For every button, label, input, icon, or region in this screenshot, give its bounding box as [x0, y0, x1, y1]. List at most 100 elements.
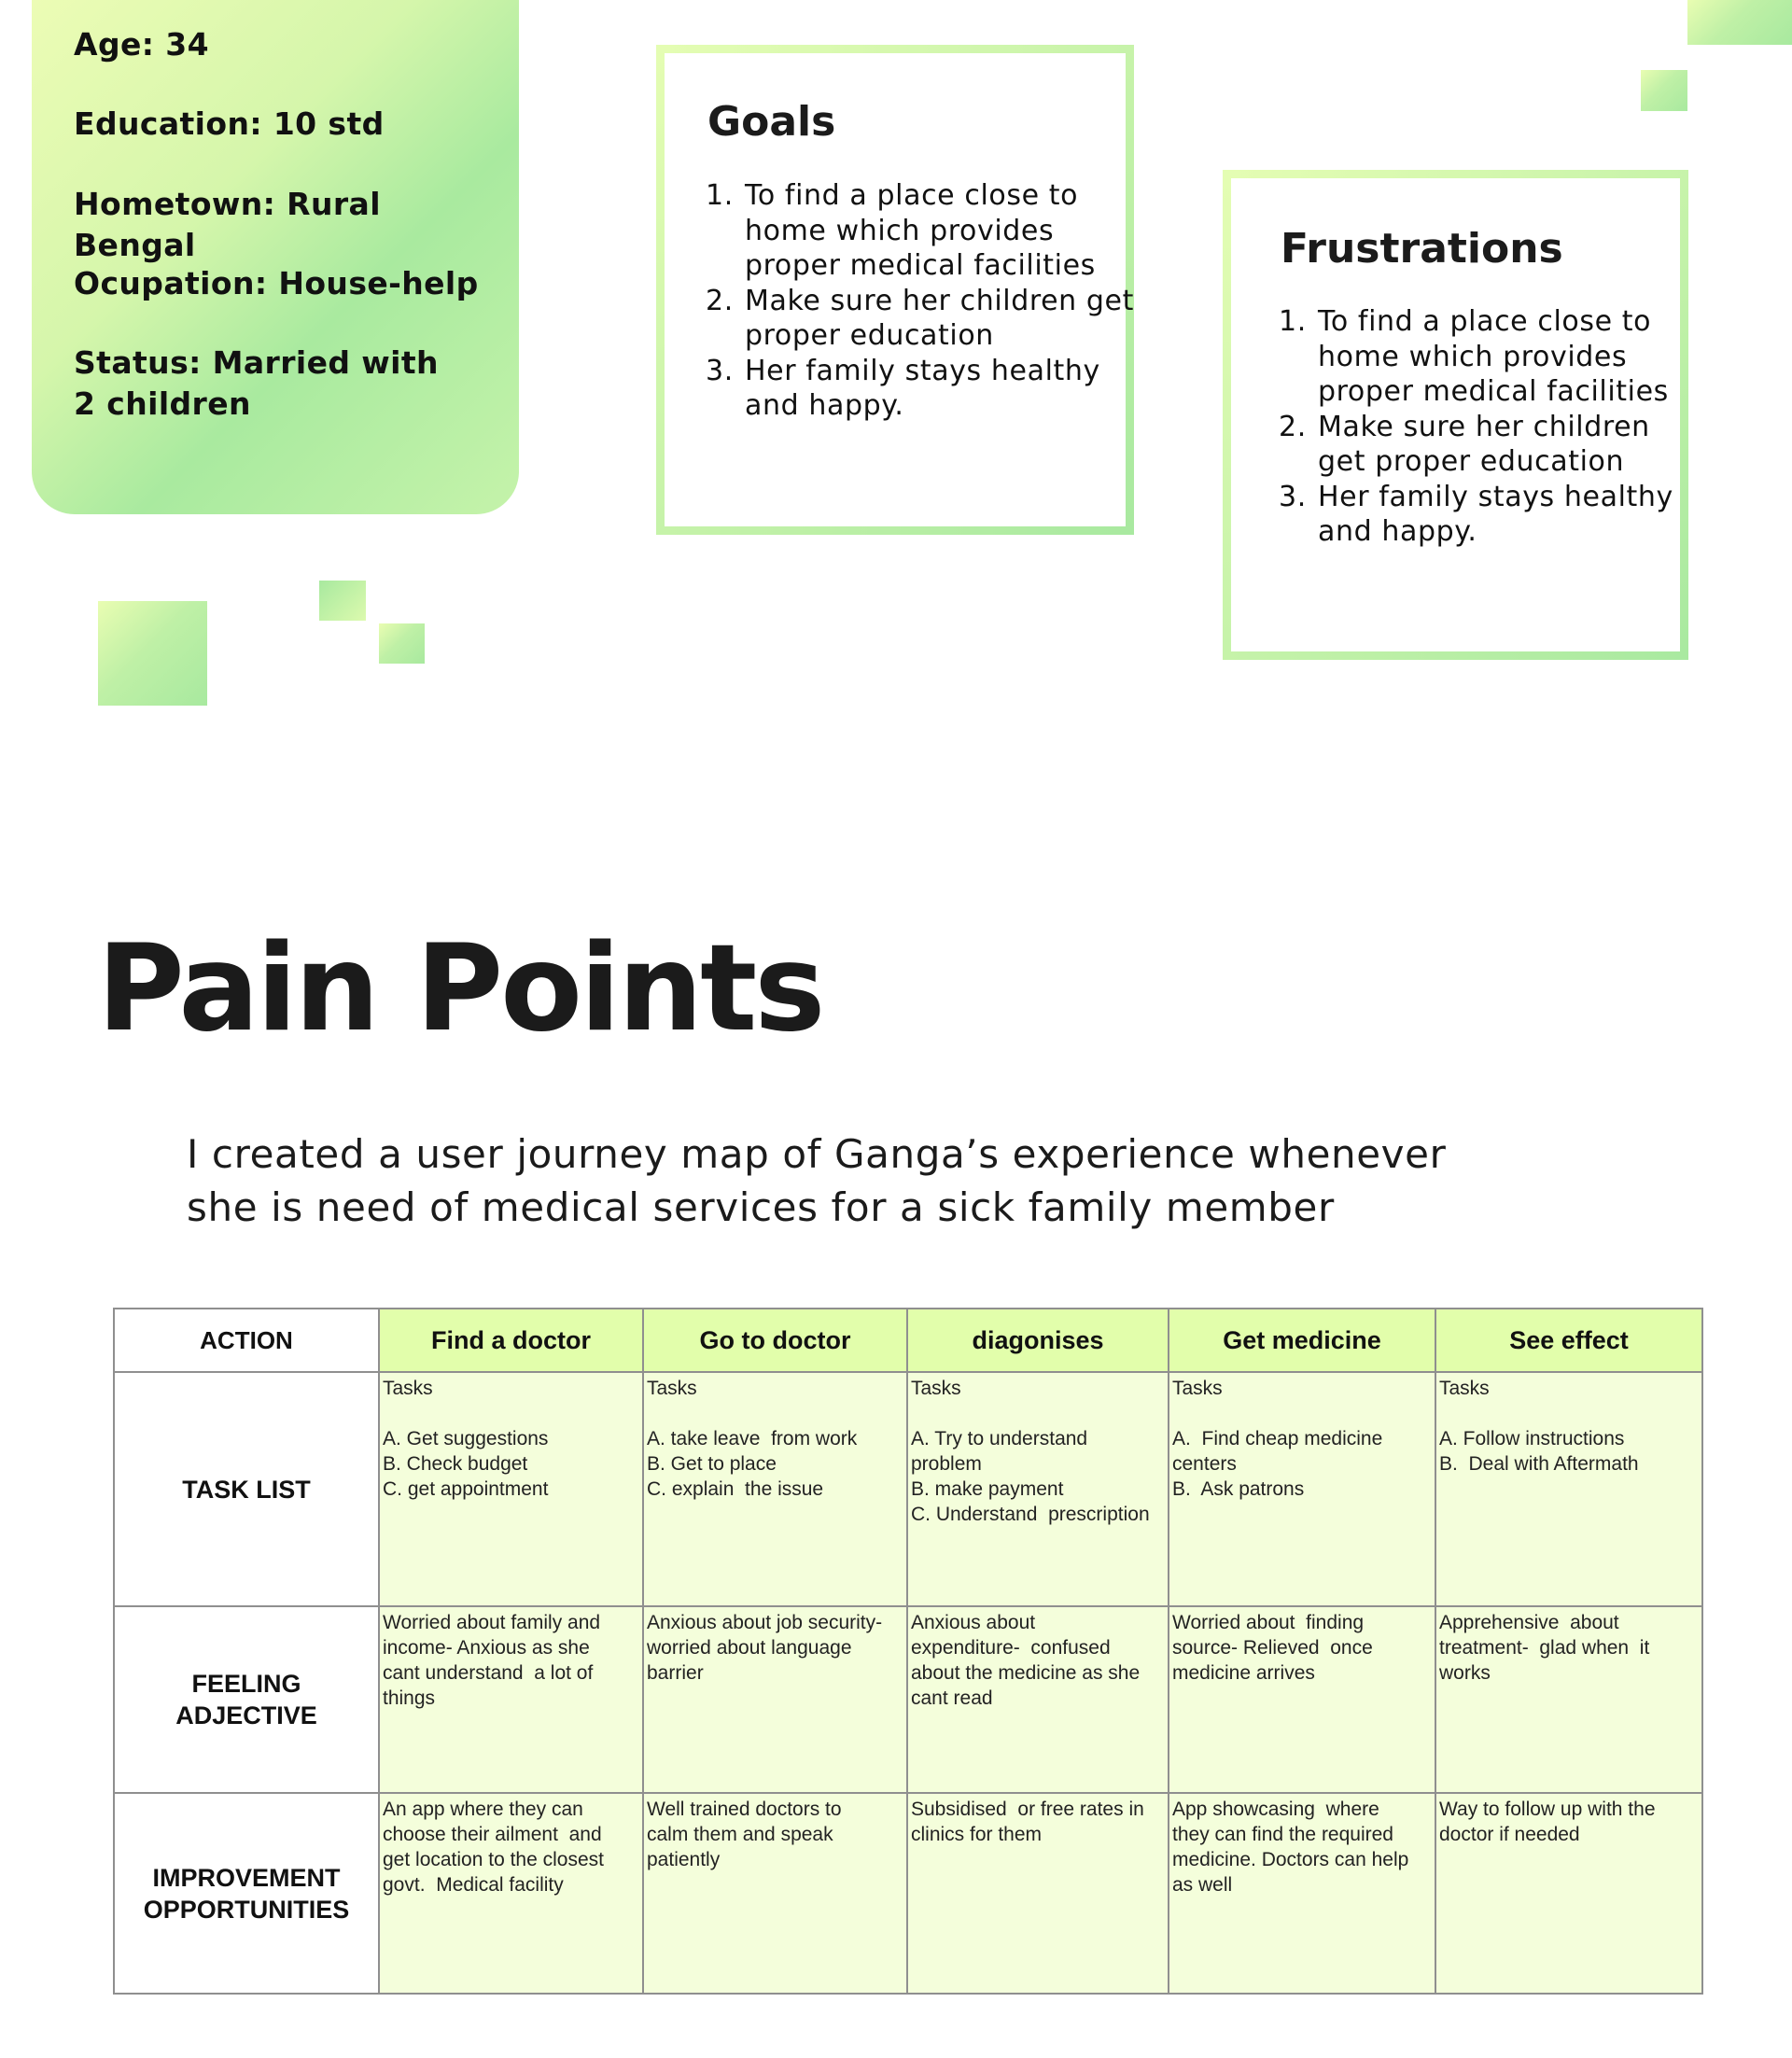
persona-age: Age: 34: [74, 26, 209, 63]
stage-header: Find a doctor: [378, 1308, 644, 1373]
feeling-cell: Worried about finding source- Relieved on…: [1168, 1605, 1436, 1794]
cell-line: works: [1439, 1662, 1491, 1684]
persona-hometown: Hometown: Rural Bengal: [74, 186, 381, 263]
tasks-heading: Tasks: [383, 1378, 433, 1399]
row-label-task-list: TASK LIST: [113, 1371, 380, 1607]
feeling-cell: Anxious about expenditure- confused about …: [906, 1605, 1169, 1794]
goals-item: Her family stays healthy and happy.: [743, 354, 1135, 424]
cell-line: B. Ask patrons: [1172, 1478, 1305, 1500]
intro-line: I created a user journey map of Ganga’s …: [187, 1131, 1447, 1177]
feeling-cell: Apprehensive about treatment- glad when i…: [1435, 1605, 1703, 1794]
cell-line: B. Deal with Aftermath: [1439, 1453, 1639, 1475]
cell-line: A. Find cheap medicine: [1172, 1428, 1383, 1449]
improvement-cell: App showcasing where they can find the re…: [1168, 1792, 1436, 1995]
frustrations-title: Frustrations: [1281, 225, 1563, 273]
goals-box: Goals To find a place close to home whic…: [656, 45, 1134, 535]
persona-status: Status: Married with 2 children: [74, 344, 439, 422]
decorative-square: [98, 601, 207, 706]
cell-line: about the medicine as she: [911, 1662, 1141, 1684]
cell-line: cant understand a lot of: [383, 1662, 594, 1684]
stage-header: Go to doctor: [642, 1308, 908, 1373]
cell-line: An app where they can: [383, 1799, 583, 1820]
decorative-square: [379, 623, 425, 664]
cell-line: they can find the required: [1172, 1824, 1393, 1845]
cell-line: A. Get suggestions: [383, 1428, 549, 1449]
cell-line: income- Anxious as she: [383, 1637, 590, 1659]
cell-line: Anxious about job security-: [647, 1612, 883, 1633]
goals-list: To find a place close to home which prov…: [707, 178, 1135, 424]
tasks-heading: Tasks: [1172, 1378, 1223, 1399]
cell-line: get location to the closest: [383, 1849, 604, 1870]
cell-line: clinics for them: [911, 1824, 1043, 1845]
cell-line: B. Get to place: [647, 1453, 777, 1475]
improvement-cell: Subsidised or free rates in clinics for t…: [906, 1792, 1169, 1995]
improvement-cell: Way to follow up with the doctor if neede…: [1435, 1792, 1703, 1995]
spacer: [1172, 1401, 1432, 1426]
cell-line: Worried about family and: [383, 1612, 601, 1633]
pain-points-title: Pain Points: [97, 919, 825, 1058]
improvement-cell: Well trained doctors to calm them and spe…: [642, 1792, 908, 1995]
cell-line: calm them and speak: [647, 1824, 833, 1845]
action-header: ACTION: [113, 1308, 380, 1373]
cell-line: C. get appointment: [383, 1478, 549, 1500]
cell-line: treatment- glad when it: [1439, 1637, 1650, 1659]
feeling-cell: Anxious about job security-worried about…: [642, 1605, 908, 1794]
spacer: [647, 1401, 903, 1426]
goals-item: To find a place close to home which prov…: [743, 178, 1135, 284]
cell-line: things: [383, 1687, 436, 1709]
task-cell: Tasks A. Follow instructions B. Deal with …: [1435, 1371, 1703, 1607]
pain-points-intro: I created a user journey map of Ganga’s …: [187, 1127, 1493, 1234]
user-journey-table: ACTION Find a doctor Go to doctor diagon…: [113, 1308, 1703, 1995]
cell-line: as well: [1172, 1874, 1233, 1896]
stage-header: diagonises: [906, 1308, 1169, 1373]
feeling-row: FEELING ADJECTIVE Worried about family a…: [113, 1605, 1703, 1794]
cell-line: Subsidised or free rates in: [911, 1799, 1144, 1820]
frustrations-item: To find a place close to home which prov…: [1316, 304, 1689, 410]
improvement-row: IMPROVEMENT OPPORTUNITIES An app where t…: [113, 1792, 1703, 1995]
feeling-cell: Worried about family and income- Anxious …: [378, 1605, 644, 1794]
stage-header: See effect: [1435, 1308, 1703, 1373]
cell-line: medicine. Doctors can help: [1172, 1849, 1409, 1870]
row-label-line: IMPROVEMENT: [152, 1863, 341, 1892]
row-label-improvement: IMPROVEMENT OPPORTUNITIES: [113, 1792, 380, 1995]
cell-line: App showcasing where: [1172, 1799, 1379, 1820]
cell-line: A. Follow instructions: [1439, 1428, 1625, 1449]
cell-line: Worried about finding: [1172, 1612, 1365, 1633]
cell-line: A. take leave from work: [647, 1428, 858, 1449]
frustrations-item: Her family stays healthy and happy.: [1316, 480, 1689, 550]
cell-line: Well trained doctors to: [647, 1799, 842, 1820]
goals-item: Make sure her children get proper educat…: [743, 284, 1135, 354]
intro-line: she is need of medical services for a si…: [187, 1184, 1335, 1230]
cell-line: Way to follow up with the: [1439, 1799, 1656, 1820]
cell-line: govt. Medical facility: [383, 1874, 564, 1896]
cell-line: expenditure- confused: [911, 1637, 1111, 1659]
persona-occupation: Ocupation: House-help: [74, 265, 479, 301]
cell-line: centers: [1172, 1453, 1237, 1475]
task-cell: Tasks A. Get suggestions B. Check budget C.…: [378, 1371, 644, 1607]
cell-line: barrier: [647, 1662, 704, 1684]
spacer: [911, 1401, 1165, 1426]
cell-line: A. Try to understand: [911, 1428, 1088, 1449]
cell-line: worried about language: [647, 1637, 852, 1659]
decorative-square: [1641, 70, 1687, 111]
cell-line: patiently: [647, 1849, 721, 1870]
improvement-cell: An app where they can choose their ailmen…: [378, 1792, 644, 1995]
cell-line: doctor if needed: [1439, 1824, 1580, 1845]
cell-line: B. Check budget: [383, 1453, 528, 1475]
tasks-heading: Tasks: [911, 1378, 961, 1399]
goals-title: Goals: [707, 98, 836, 146]
frustrations-item: Make sure her children get proper educat…: [1316, 410, 1689, 480]
stage-header: Get medicine: [1168, 1308, 1436, 1373]
cell-line: medicine arrives: [1172, 1662, 1315, 1684]
tasks-heading: Tasks: [647, 1378, 697, 1399]
frustrations-list: To find a place close to home which prov…: [1281, 304, 1689, 550]
spacer: [1439, 1401, 1699, 1426]
cell-line: C. Understand prescription: [911, 1504, 1150, 1525]
task-cell: Tasks A. Find cheap medicine centers B. Ask…: [1168, 1371, 1436, 1607]
cell-line: C. explain the issue: [647, 1478, 824, 1500]
cell-line: Apprehensive about: [1439, 1612, 1619, 1633]
task-cell: Tasks A. take leave from work B. Get to pl…: [642, 1371, 908, 1607]
decorative-square: [1687, 0, 1792, 45]
task-cell: Tasks A. Try to understand problem B. make …: [906, 1371, 1169, 1607]
cell-line: cant read: [911, 1687, 993, 1709]
